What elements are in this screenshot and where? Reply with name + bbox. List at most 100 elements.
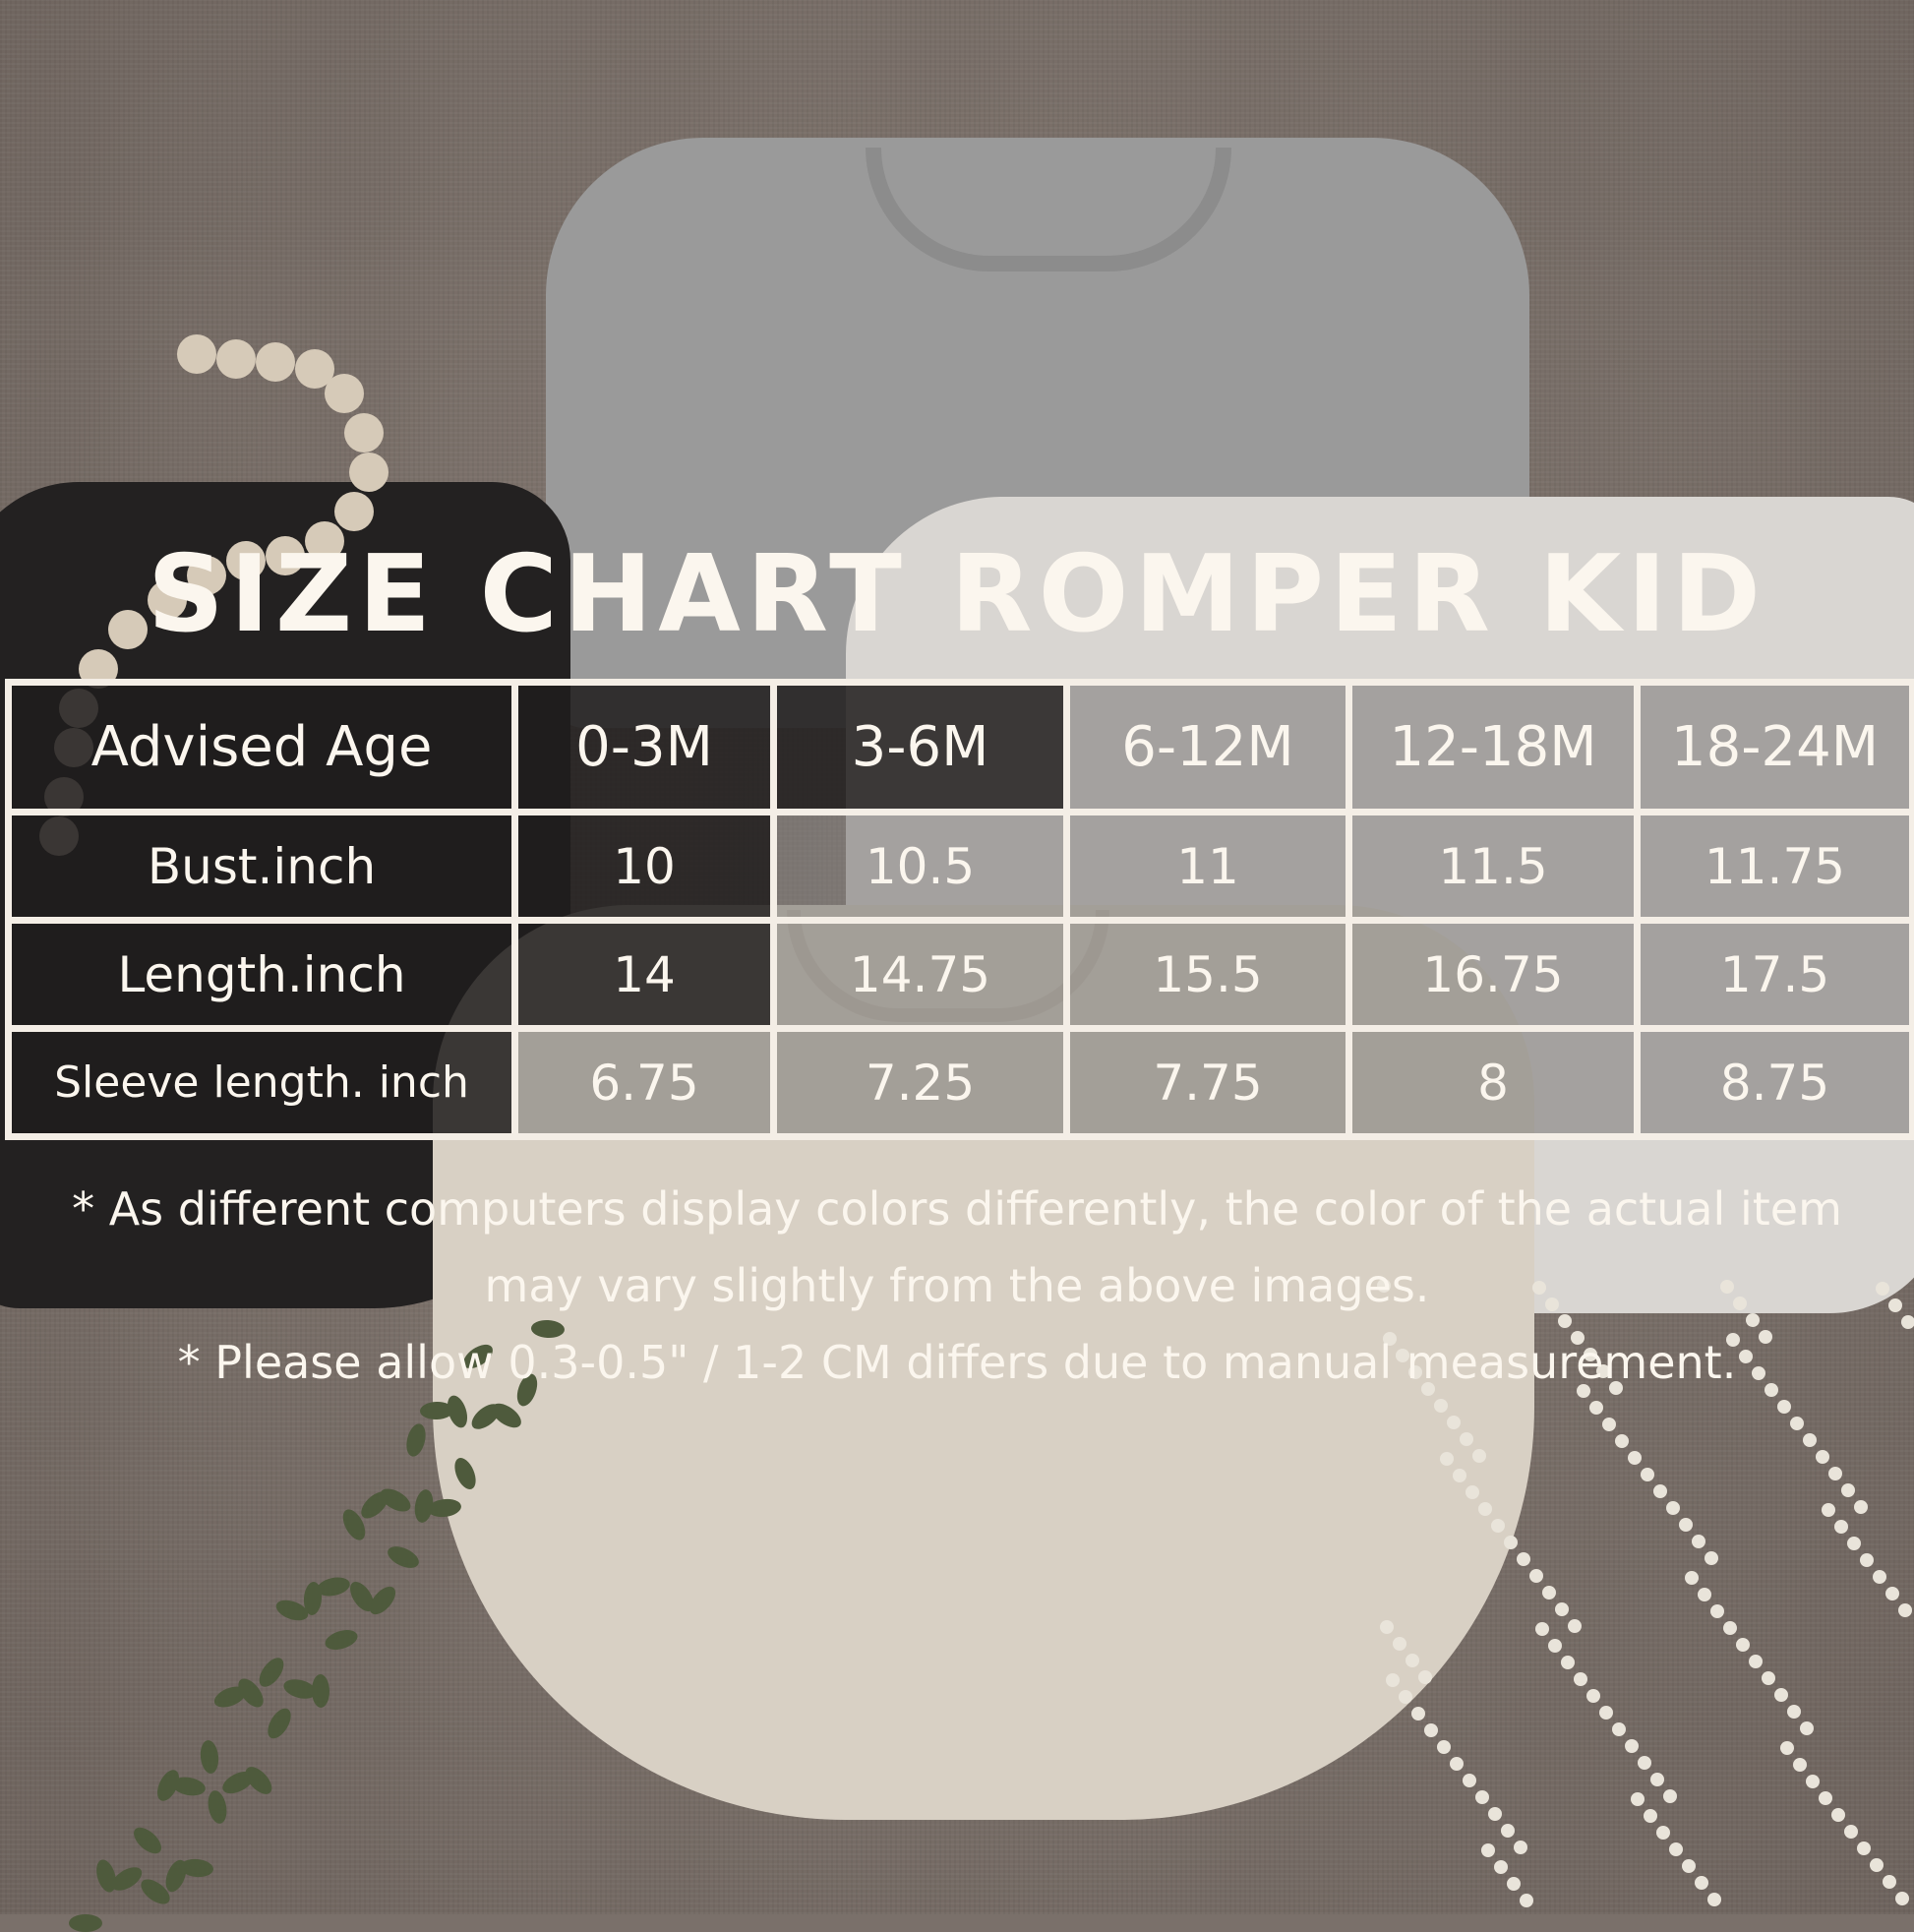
flower — [1399, 1690, 1412, 1704]
flower — [1545, 1298, 1559, 1311]
flower — [1491, 1519, 1505, 1533]
measurement-note: * Please allow 0.3-0.5" / 1-2 CM differs… — [177, 1336, 1737, 1389]
flower — [1577, 1384, 1590, 1398]
flower — [1437, 1740, 1451, 1754]
flower — [1481, 1843, 1495, 1857]
size-header: 3-6M — [770, 679, 1070, 815]
flower — [1705, 1551, 1718, 1565]
flower — [1641, 1468, 1654, 1481]
flower — [1653, 1484, 1667, 1498]
flower — [1380, 1620, 1394, 1634]
flower — [1532, 1281, 1546, 1295]
flower — [1411, 1707, 1425, 1721]
flower — [1542, 1586, 1556, 1600]
flower — [1529, 1569, 1543, 1583]
header-label: Advised Age — [5, 679, 518, 815]
flower — [1434, 1399, 1448, 1413]
flower — [1790, 1417, 1804, 1430]
flower — [1602, 1418, 1616, 1431]
flower — [1723, 1621, 1737, 1635]
table-cell: 11.5 — [1346, 809, 1641, 924]
flower — [1504, 1536, 1518, 1549]
flower — [1421, 1382, 1435, 1396]
flower — [1793, 1758, 1807, 1772]
flower — [1584, 1348, 1597, 1361]
flower — [1514, 1841, 1527, 1854]
flower — [1586, 1689, 1600, 1703]
bead — [266, 536, 305, 575]
flower — [1393, 1637, 1406, 1651]
flower — [1803, 1433, 1817, 1447]
flower — [1615, 1434, 1629, 1448]
table-cell: 8 — [1346, 1025, 1641, 1140]
flower — [1377, 1279, 1391, 1293]
flower — [1450, 1757, 1464, 1771]
size-header: 12-18M — [1346, 679, 1641, 815]
flower — [1383, 1332, 1397, 1346]
flower — [1692, 1535, 1705, 1548]
flower — [1876, 1282, 1889, 1296]
table-cell: 8.75 — [1634, 1025, 1914, 1140]
flower — [1828, 1467, 1842, 1480]
flower — [1707, 1893, 1721, 1906]
flower — [1806, 1775, 1820, 1788]
flower — [1478, 1502, 1492, 1516]
flower — [1517, 1552, 1530, 1566]
flower — [1612, 1722, 1626, 1736]
flower — [1465, 1485, 1479, 1499]
flower — [1453, 1469, 1466, 1482]
table-cell: 17.5 — [1634, 917, 1914, 1032]
flower — [1501, 1824, 1515, 1838]
flower — [1844, 1825, 1858, 1839]
table-cell: 6.75 — [511, 1025, 777, 1140]
table-cell: 10 — [511, 809, 777, 924]
leaf — [311, 1674, 329, 1709]
flower — [1596, 1364, 1610, 1378]
flower — [1669, 1842, 1683, 1856]
flower — [1599, 1706, 1613, 1720]
bead — [216, 339, 256, 379]
flower — [1857, 1841, 1871, 1855]
flower — [1847, 1537, 1861, 1550]
table-row: Length.inch 14 14.75 15.5 16.75 17.5 — [5, 917, 1914, 1032]
color-note: * As different computers display colors … — [72, 1182, 1842, 1312]
flower — [1698, 1588, 1711, 1601]
flower — [1424, 1723, 1438, 1737]
flower — [1685, 1571, 1699, 1585]
flower — [1819, 1791, 1832, 1805]
flower — [1644, 1809, 1657, 1823]
flower — [1733, 1297, 1747, 1310]
table-cell: 10.5 — [770, 809, 1070, 924]
flower — [1883, 1875, 1896, 1889]
flower — [1656, 1826, 1670, 1840]
table-row: Bust.inch 10 10.5 11 11.5 11.75 — [5, 809, 1914, 924]
bead — [344, 413, 384, 453]
flower — [1574, 1672, 1587, 1686]
flower — [1901, 1315, 1914, 1329]
flower — [1548, 1639, 1562, 1653]
flower — [1746, 1313, 1760, 1327]
flower — [1472, 1449, 1486, 1463]
flower — [1561, 1656, 1575, 1669]
flower — [1555, 1602, 1569, 1616]
flower — [1625, 1739, 1639, 1753]
table-cell: 7.75 — [1063, 1025, 1352, 1140]
row-label: Length.inch — [5, 917, 518, 1032]
table-cell: 14 — [511, 917, 777, 1032]
flower — [1895, 1892, 1909, 1905]
flower — [1739, 1350, 1753, 1363]
table-row: Sleeve length. inch 6.75 7.25 7.75 8 8.7… — [5, 1025, 1914, 1140]
bead — [256, 342, 295, 382]
bead — [148, 580, 187, 620]
bead — [177, 334, 216, 374]
flower — [1736, 1638, 1750, 1652]
flower — [1568, 1619, 1582, 1633]
flower — [1841, 1483, 1855, 1497]
flower — [1854, 1500, 1868, 1514]
flower — [1609, 1381, 1623, 1395]
flower — [1888, 1298, 1902, 1312]
flower — [1663, 1789, 1677, 1803]
flower — [1628, 1451, 1642, 1465]
table-header-row: Advised Age 0-3M 3-6M 6-12M 12-18M 18-24… — [5, 679, 1914, 815]
flower — [1631, 1792, 1645, 1806]
